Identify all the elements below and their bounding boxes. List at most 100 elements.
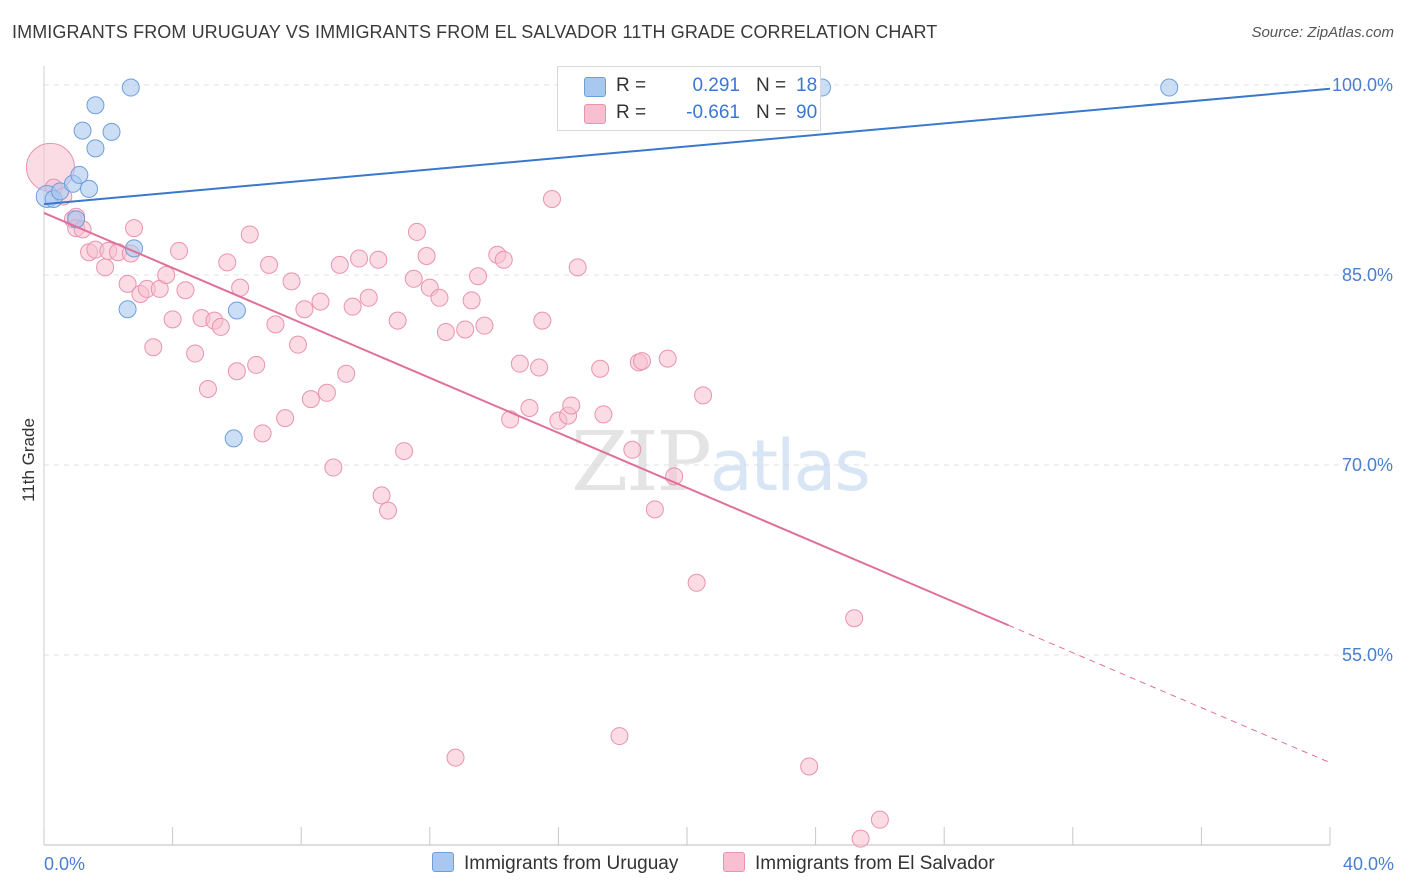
- elsalvador-point: [494, 250, 513, 269]
- elsalvador-point: [533, 311, 552, 330]
- n-label: N =: [756, 102, 787, 123]
- elsalvador-point: [350, 249, 369, 268]
- elsalvador-point: [211, 317, 230, 336]
- bottom-legend-elsalvador: Immigrants from El Salvador: [723, 852, 995, 875]
- n-label: N =: [756, 75, 787, 96]
- elsalvador-point: [227, 362, 246, 381]
- uruguay-point: [1160, 78, 1179, 97]
- r-value: 0.291: [692, 75, 740, 96]
- elsalvador-point: [301, 390, 320, 409]
- elsalvador-point: [125, 219, 144, 238]
- uruguay-point: [102, 122, 121, 141]
- elsalvador-point: [247, 355, 266, 374]
- uruguay-point: [80, 179, 99, 198]
- elsalvador-point: [343, 297, 362, 316]
- elsalvador-point: [337, 364, 356, 383]
- elsalvador-point: [359, 288, 378, 307]
- elsalvador-point: [568, 258, 587, 277]
- elsalvador-point: [240, 225, 259, 244]
- uruguay-point: [86, 96, 105, 115]
- r-label: R =: [616, 102, 647, 123]
- elsalvador-point: [404, 269, 423, 288]
- n-value: 18: [796, 75, 818, 96]
- uruguay-point: [67, 210, 86, 229]
- elsalvador-point: [446, 748, 465, 767]
- elsalvador-point: [198, 380, 217, 398]
- chart-title: IMMIGRANTS FROM URUGUAY VS IMMIGRANTS FR…: [12, 22, 938, 42]
- x-tick-label-min: 0.0%: [44, 854, 85, 874]
- r-label: R =: [616, 75, 647, 96]
- elsalvador-point: [163, 310, 182, 329]
- elsalvador-swatch: [723, 852, 745, 872]
- uruguay-swatch: [584, 77, 606, 97]
- elsalvador-point: [417, 247, 436, 265]
- elsalvador-point: [288, 335, 307, 354]
- elsalvador-point: [317, 383, 336, 402]
- elsalvador-point: [282, 272, 301, 291]
- elsalvador-swatch: [584, 104, 606, 124]
- bottom-legend-uruguay: Immigrants from Uruguay: [432, 852, 678, 875]
- elsalvador-point: [623, 440, 642, 459]
- source-label: Source: ZipAtlas.com: [1251, 24, 1394, 41]
- elsalvador-point: [456, 320, 475, 339]
- grid-lines: [44, 84, 1380, 656]
- elsalvador-point: [295, 300, 314, 319]
- elsalvador-point: [276, 409, 295, 428]
- elsalvador-point: [694, 386, 713, 405]
- elsalvador-point: [186, 344, 205, 363]
- elsalvador-point: [800, 757, 819, 776]
- elsalvador-point: [475, 316, 494, 335]
- elsalvador-point: [594, 405, 613, 424]
- elsalvador-point: [520, 399, 539, 417]
- elsalvador-point: [369, 250, 388, 269]
- elsalvador-point: [330, 255, 349, 274]
- y-tick-label: 100.0%: [1332, 75, 1393, 95]
- n-value: 90: [796, 102, 818, 123]
- elsalvador-point: [372, 486, 391, 505]
- legend-label: Immigrants from El Salvador: [755, 853, 995, 874]
- y-tick-label: 55.0%: [1342, 645, 1393, 665]
- stats-legend: R = 0.291 N = 18 R = -0.661 N = 90: [557, 66, 821, 131]
- elsalvador-point: [851, 829, 870, 848]
- uruguay-point: [121, 78, 140, 97]
- elsalvador-point: [530, 358, 549, 377]
- elsalvador-point: [311, 292, 330, 311]
- elsalvador-point: [157, 266, 176, 284]
- elsalvador-point: [407, 222, 426, 241]
- elsalvador-point: [144, 338, 163, 357]
- elsalvador-point: [610, 727, 629, 746]
- uruguay-point: [73, 121, 92, 140]
- elsalvador-point: [870, 810, 889, 829]
- x-tick-label-max: 40.0%: [1343, 854, 1394, 874]
- elsalvador-point: [430, 288, 449, 307]
- elsalvador-point: [510, 354, 529, 373]
- elsalvador-point: [253, 424, 272, 443]
- elsalvador-point: [266, 315, 285, 334]
- elsalvador-point: [562, 396, 581, 415]
- elsalvador-point: [591, 359, 610, 378]
- elsalvador-point: [645, 500, 664, 519]
- trend-lines: [43, 87, 1331, 764]
- elsalvador-point: [96, 258, 115, 277]
- y-tick-label: 70.0%: [1342, 455, 1393, 475]
- legend-label: Immigrants from Uruguay: [464, 853, 679, 874]
- y-tick-labels: 55.0% 70.0% 85.0% 100.0%: [1332, 75, 1393, 665]
- elsalvador-point: [632, 352, 651, 371]
- uruguay-trend-line: [43, 87, 1331, 206]
- elsalvador-point: [176, 281, 195, 300]
- watermark: ZIPatlas: [571, 415, 869, 510]
- elsalvador-point: [845, 609, 864, 628]
- elsalvador-point: [658, 349, 677, 368]
- elsalvador-trend-line: [43, 212, 1009, 627]
- uruguay-point: [227, 301, 246, 320]
- elsalvador-point: [260, 255, 279, 274]
- elsalvador-point: [324, 458, 343, 477]
- elsalvador-point: [379, 501, 398, 520]
- elsalvador-point: [687, 573, 706, 592]
- elsalvador-point: [170, 241, 189, 260]
- uruguay-swatch: [432, 852, 454, 872]
- y-tick-label: 85.0%: [1342, 265, 1393, 285]
- elsalvador-point: [469, 267, 488, 286]
- uruguay-point: [86, 139, 105, 158]
